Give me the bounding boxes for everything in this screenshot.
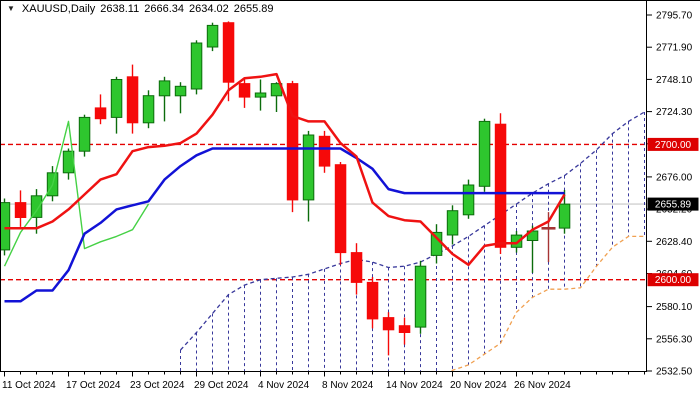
time-axis[interactable]: 11 Oct 2024 17 Oct 2024 23 Oct 2024 29 Oct … [2,372,645,391]
candle [206,22,219,52]
tenkan-sen-line [4,72,566,267]
ohlc-high: 2666.34 [144,3,184,15]
svg-text:4 Nov 2024: 4 Nov 2024 [258,380,310,391]
candle [382,312,395,356]
candle [110,76,123,134]
ohlc-close: 2655.89 [233,3,274,15]
svg-text:2628.40: 2628.40 [656,237,693,248]
candle [318,130,331,173]
svg-text:2655.89: 2655.89 [655,200,692,211]
candle [494,113,507,254]
svg-text:17 Oct 2024: 17 Oct 2024 [66,380,121,391]
candle [462,179,475,219]
kijun-sen-line [4,147,565,303]
svg-text:2724.30: 2724.30 [656,107,693,118]
alert-price-tag: 2600.00 [647,273,699,287]
candle [366,277,379,329]
candle [174,82,187,114]
chart-title: ▼ XAUUSD,Daily 2638.11 2666.34 2634.02 2655.8… [7,3,274,15]
svg-text:2700.00: 2700.00 [655,140,692,151]
candle [302,130,315,222]
price-tags: 2700.00 2600.00 2655.89 [647,137,699,287]
candle [14,190,27,227]
svg-text:20 Nov 2024: 20 Nov 2024 [450,380,507,391]
candle [0,198,11,256]
svg-text:2795.70: 2795.70 [656,11,693,22]
candle [238,78,251,108]
svg-text:8 Nov 2024: 8 Nov 2024 [322,380,374,391]
svg-text:2600.00: 2600.00 [655,275,692,286]
symbol-period-label: XAUUSD,Daily [21,3,96,15]
collapse-triangle-icon[interactable]: ▼ [7,4,15,13]
svg-text:2580.10: 2580.10 [656,302,693,313]
current-price-tag: 2655.89 [647,197,699,211]
svg-text:14 Nov 2024: 14 Nov 2024 [386,380,443,391]
candle [350,243,363,295]
candle [286,80,299,213]
svg-text:11 Oct 2024: 11 Oct 2024 [2,380,56,391]
candle [398,317,411,345]
candle [78,114,91,157]
svg-text:2556.30: 2556.30 [656,334,693,345]
ohlc-low: 2634.02 [189,3,229,15]
candle [446,205,459,245]
svg-text:2676.00: 2676.00 [656,172,693,183]
candle [414,260,427,334]
chikou-span-line [3,120,150,267]
svg-text:2748.10: 2748.10 [656,75,693,86]
candle [254,79,267,111]
alert-price-tag: 2700.00 [647,137,699,151]
plot-border [0,0,700,372]
svg-text:2532.50: 2532.50 [656,367,693,378]
candle [334,162,347,265]
candles-layer [0,21,571,356]
candle [558,190,571,234]
svg-text:23 Oct 2024: 23 Oct 2024 [130,380,185,391]
svg-text:29 Oct 2024: 29 Oct 2024 [194,380,249,391]
candle [142,90,155,129]
ohlc-open: 2638.11 [100,3,140,15]
candle [222,21,235,102]
candle [94,94,107,125]
candle [190,40,203,95]
candle [478,118,491,192]
candle [126,64,139,134]
svg-text:2771.90: 2771.90 [656,43,693,54]
svg-text:26 Nov 2024: 26 Nov 2024 [514,380,571,391]
candle [158,76,171,122]
